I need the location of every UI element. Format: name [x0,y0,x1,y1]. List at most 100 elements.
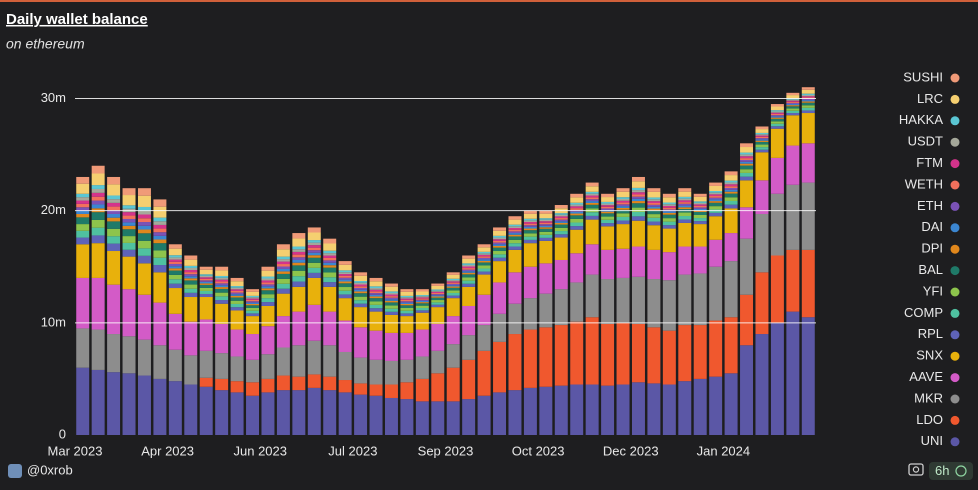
bar-segment [616,191,630,198]
bar-segment [137,195,151,207]
bar-segment [508,249,522,273]
bar-segment [755,149,769,153]
bar-segment [276,264,290,267]
bar-segment [678,200,692,203]
bar-segment [523,233,537,237]
bar-segment [554,213,568,215]
legend-swatch [950,223,960,233]
bar-segment [292,246,306,250]
bar-segment [570,197,584,203]
bar-segment [662,330,676,385]
bar-segment [508,236,522,240]
bar-segment [307,227,321,233]
legend-swatch [950,201,960,211]
bar-segment [570,384,584,435]
bar-segment [616,206,630,208]
bar-segment [137,263,151,295]
bar-segment [292,259,306,263]
bar-segment [431,292,445,295]
bar-segment [184,265,198,268]
bar-segment [724,188,738,190]
bar-segment [755,334,769,435]
bar-segment [585,212,599,216]
camera-icon[interactable] [908,463,924,476]
bar-segment [76,176,90,184]
bar-segment [369,289,383,292]
bar-segment [462,274,476,278]
bar-segment [384,297,398,300]
bar-segment [261,276,275,279]
bar-segment [307,255,321,258]
bar-segment [261,282,275,285]
bar-segment [400,316,414,333]
bar-segment [631,276,645,324]
bar-segment [554,259,568,290]
legend-swatch [950,266,960,276]
bar-segment [292,249,306,252]
bar-segment [493,245,507,248]
bar-segment [755,147,769,150]
bar-segment [446,272,460,275]
x-tick-label: Sep 2023 [418,443,474,458]
bar-segment [539,213,553,219]
bar-segment [570,202,584,205]
bar-segment [338,351,352,381]
x-tick-label: Mar 2023 [48,443,103,458]
bar-segment [446,281,460,283]
bar-segment [740,345,754,435]
footer-handle[interactable]: @0xrob [27,462,73,477]
bar-segment [693,246,707,274]
bar-segment [755,136,769,139]
bar-segment [554,219,568,222]
bar-segment [199,283,213,285]
bar-segment [184,276,198,279]
legend-label: USDT [908,134,943,149]
bar-segment [446,295,460,299]
bar-segment [199,284,213,288]
bar-segment [107,217,121,222]
bar-segment [709,202,723,207]
bar-segment [462,399,476,435]
bar-segment [199,293,213,298]
bar-segment [477,253,491,255]
bar-segment [400,291,414,296]
bar-segment [709,190,723,193]
bar-segment [431,401,445,435]
bar-segment [199,277,213,279]
bar-segment [585,274,599,318]
bar-segment [523,266,537,299]
bar-segment [91,173,105,186]
bar-segment [801,98,815,101]
bar-segment [307,272,321,278]
bar-segment [400,295,414,298]
bar-segment [246,299,260,302]
bar-segment [709,182,723,186]
bar-segment [631,203,645,208]
bar-segment [801,249,815,318]
bar-segment [137,248,151,256]
bar-segment [168,270,182,275]
bar-segment [601,249,615,280]
bar-segment [261,270,275,277]
bar-segment [724,182,738,185]
bar-segment [431,296,445,298]
bar-segment [770,106,784,111]
bar-segment [215,277,229,280]
avatar-icon [8,464,22,478]
bar-segment [647,217,661,222]
bar-segment [199,377,213,387]
bar-segment [462,286,476,306]
bar-segment [709,212,723,217]
bar-segment [508,239,522,244]
bar-segment [477,256,491,258]
bar-segment [276,283,290,289]
bar-segment [631,190,645,193]
bar-segment [647,206,661,209]
bar-segment [693,201,707,203]
bar-segment [354,394,368,435]
bar-segment [709,201,723,203]
bar-segment [801,113,815,144]
bar-segment [755,129,769,133]
bar-segment [631,201,645,204]
